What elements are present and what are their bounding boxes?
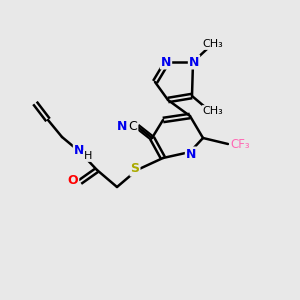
Text: CH₃: CH₃ — [202, 106, 224, 116]
Text: N: N — [161, 56, 171, 68]
Text: H: H — [84, 151, 92, 161]
Text: CH₃: CH₃ — [202, 39, 224, 49]
Text: N: N — [186, 148, 196, 160]
Text: N: N — [189, 56, 199, 68]
Text: N: N — [74, 145, 84, 158]
Text: N: N — [117, 119, 127, 133]
Text: CF₃: CF₃ — [230, 139, 250, 152]
Text: C: C — [129, 119, 137, 133]
Text: O: O — [68, 175, 78, 188]
Text: S: S — [130, 163, 140, 176]
